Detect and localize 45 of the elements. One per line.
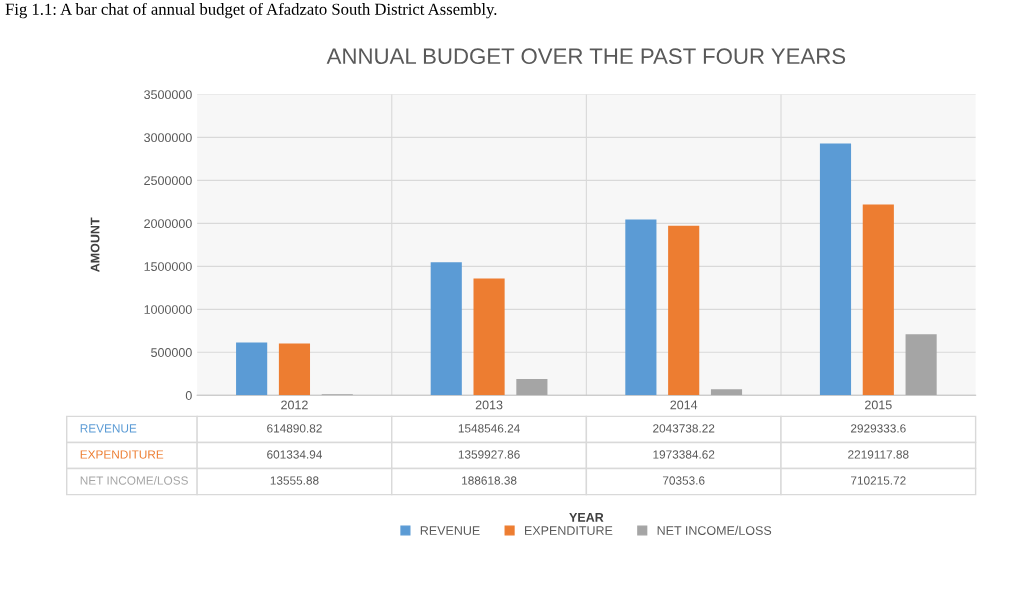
- bar: [819, 143, 852, 396]
- y-tick-label: 500000: [151, 348, 192, 357]
- bar: [516, 379, 548, 396]
- bar: [473, 278, 505, 396]
- data-label: 188618.38: [462, 476, 517, 485]
- data-label: 13555.88: [270, 476, 319, 485]
- bar: [905, 334, 937, 396]
- bar: [668, 225, 700, 396]
- data-label: 1548546.24: [458, 424, 520, 433]
- data-label: 2043738.22: [653, 424, 715, 433]
- data-label: 1973384.62: [653, 450, 715, 459]
- data-label: 710215.72: [851, 476, 906, 485]
- data-label: 2929333.6: [851, 424, 906, 433]
- bar: [625, 219, 657, 396]
- x-tick-label: 2013: [475, 400, 503, 410]
- data-label: 70353.6: [662, 476, 705, 485]
- text: REVENUE: [80, 424, 137, 433]
- bar: [862, 204, 894, 396]
- text: EXPENDITURE: [80, 450, 164, 459]
- y-tick-label: 3500000: [144, 90, 192, 100]
- y-tick-label: 2500000: [144, 176, 192, 186]
- text: NET INCOME/LOSS: [80, 476, 188, 485]
- y-tick-label: 0: [185, 391, 192, 400]
- data-label: 1359927.86: [458, 450, 520, 459]
- bar: [430, 262, 462, 396]
- y-axis-title: AMOUNT: [90, 217, 100, 272]
- caption: Fig 1.1: A bar chat of annual budget of Afadzato South District Assembly.: [5, 2, 497, 19]
- y-tick-label: 3000000: [144, 133, 192, 143]
- chart-title: ANNUAL BUDGET OVER THE PAST FOUR YEARS: [326, 48, 846, 65]
- legend-label: NET INCOME/LOSS: [657, 525, 772, 535]
- bar: [278, 343, 311, 396]
- y-tick-label: 2000000: [144, 219, 192, 229]
- data-label: 601334.94: [267, 450, 323, 459]
- bar: [236, 342, 268, 396]
- x-tick-label: 2015: [865, 400, 892, 410]
- data-label: 614890.82: [267, 424, 322, 433]
- x-tick-label: 2014: [670, 400, 698, 410]
- data-label: 2219117.88: [848, 450, 909, 459]
- bar: [710, 389, 743, 396]
- text: YEAR: [569, 513, 604, 522]
- legend-label: REVENUE: [420, 526, 480, 535]
- y-tick-label: 1000000: [144, 305, 192, 314]
- y-tick-label: 1500000: [144, 262, 192, 271]
- x-tick-label: 2012: [281, 400, 308, 410]
- legend-label: EXPENDITURE: [525, 526, 613, 535]
